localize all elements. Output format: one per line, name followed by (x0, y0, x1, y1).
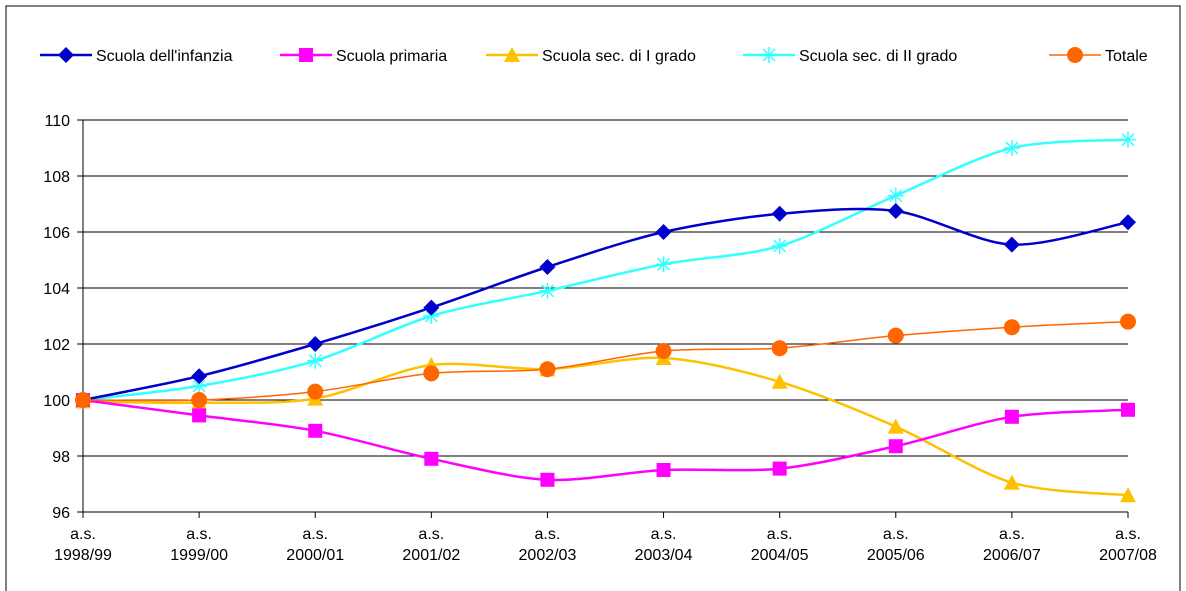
legend-label: Scuola sec. di I grado (542, 48, 696, 65)
series-4-point (887, 327, 904, 344)
legend-swatch-marker (1067, 47, 1083, 63)
x-tick-label: a.s. 2002/03 (519, 526, 577, 564)
series-line-2 (82, 356, 1129, 497)
series-1-point (192, 408, 207, 423)
series-0-point (771, 205, 788, 222)
series-markers (75, 131, 1136, 503)
series-4-point (75, 392, 91, 408)
y-tick-label: 102 (43, 337, 70, 354)
series-3-point (771, 238, 788, 254)
series-2-point (771, 373, 788, 389)
y-tick-labels: 96 98 100 102 104 106 108 110 (43, 113, 70, 522)
series-3-point (655, 256, 672, 273)
series-1-point (656, 463, 671, 477)
series-4-point (539, 361, 556, 378)
legend-swatch-marker (299, 48, 313, 62)
series-3-point (1003, 140, 1020, 156)
series-4-point (1003, 319, 1020, 336)
x-tick-label: a.s. 2004/05 (751, 526, 809, 564)
series-2-point (887, 418, 904, 434)
x-tick-label: a.s. 2005/06 (867, 526, 925, 564)
chart-border (5, 5, 1181, 591)
series-4-point (655, 343, 672, 359)
legend-entry: Scuola sec. di I grado (486, 47, 696, 65)
x-tick-label: a.s. 2007/08 (1099, 526, 1157, 564)
series-line-0 (82, 207, 1129, 402)
series-lines (82, 138, 1129, 497)
series-0-point (539, 259, 556, 275)
legend-label: Totale (1105, 48, 1148, 65)
legend-label: Scuola dell'infanzia (96, 48, 233, 65)
x-tick-label: a.s. 1998/99 (54, 526, 112, 564)
legend-entry: Scuola primaria (280, 48, 447, 65)
legend: Scuola dell'infanzia Scuola primaria Scuol… (40, 47, 1148, 65)
legend-label: Scuola sec. di II grado (799, 48, 957, 65)
y-tick-label: 108 (43, 169, 70, 186)
series-1-point (1004, 409, 1019, 424)
series-3-point (1120, 131, 1136, 148)
series-0-point (423, 299, 440, 316)
x-tick-labels: a.s. 1998/99 a.s. 1999/00 a.s. 2000/01 a.s. 200… (54, 526, 1157, 564)
series-3-point (191, 378, 208, 394)
legend-swatch-marker (58, 47, 74, 63)
series-1-point (888, 439, 903, 454)
x-tick-label: a.s. 2000/01 (286, 526, 344, 564)
legend-entry: Totale (1049, 47, 1148, 65)
x-tick-label: a.s. 2006/07 (983, 526, 1041, 564)
legend-label: Scuola primaria (336, 48, 447, 65)
legend-swatch-marker (504, 47, 520, 62)
series-0-point (307, 336, 324, 352)
series-0-point (887, 203, 904, 219)
series-3-point (539, 282, 556, 299)
x-tick-label: a.s. 2001/02 (402, 526, 460, 564)
series-1-point (1121, 402, 1135, 417)
series-3-point (307, 352, 324, 369)
x-tick-label: a.s. 2003/04 (635, 526, 693, 564)
series-0-point (655, 224, 672, 240)
legend-entry: Scuola sec. di II grado (743, 47, 957, 65)
series-3-point (887, 187, 904, 204)
series-1-point (540, 472, 555, 487)
series-line-1 (82, 398, 1129, 482)
y-tick-label: 110 (44, 113, 70, 130)
axes (77, 119, 1129, 518)
series-2-point (1003, 474, 1020, 490)
x-tick-label: a.s. 1999/00 (170, 526, 228, 564)
series-line-4 (82, 320, 1129, 402)
series-4-point (191, 392, 208, 408)
y-tick-label: 98 (52, 449, 70, 466)
series-4-point (771, 340, 788, 357)
series-0-point (1003, 236, 1020, 253)
series-line-3 (82, 138, 1129, 402)
series-2-point (1120, 487, 1136, 503)
series-4-point (307, 383, 324, 400)
series-0-point (1120, 214, 1136, 231)
series-1-point (308, 423, 323, 438)
legend-entry: Scuola dell'infanzia (40, 47, 233, 65)
series-1-point (424, 451, 439, 466)
y-tick-label: 104 (43, 281, 70, 298)
series-0-point (191, 368, 208, 385)
legend-swatch-marker (761, 47, 777, 63)
y-tick-label: 96 (52, 505, 70, 522)
series-4-point (1120, 313, 1136, 330)
series-1-point (772, 461, 787, 476)
series-4-point (423, 365, 440, 382)
y-tick-label: 100 (43, 393, 70, 410)
y-tick-label: 106 (43, 225, 70, 242)
